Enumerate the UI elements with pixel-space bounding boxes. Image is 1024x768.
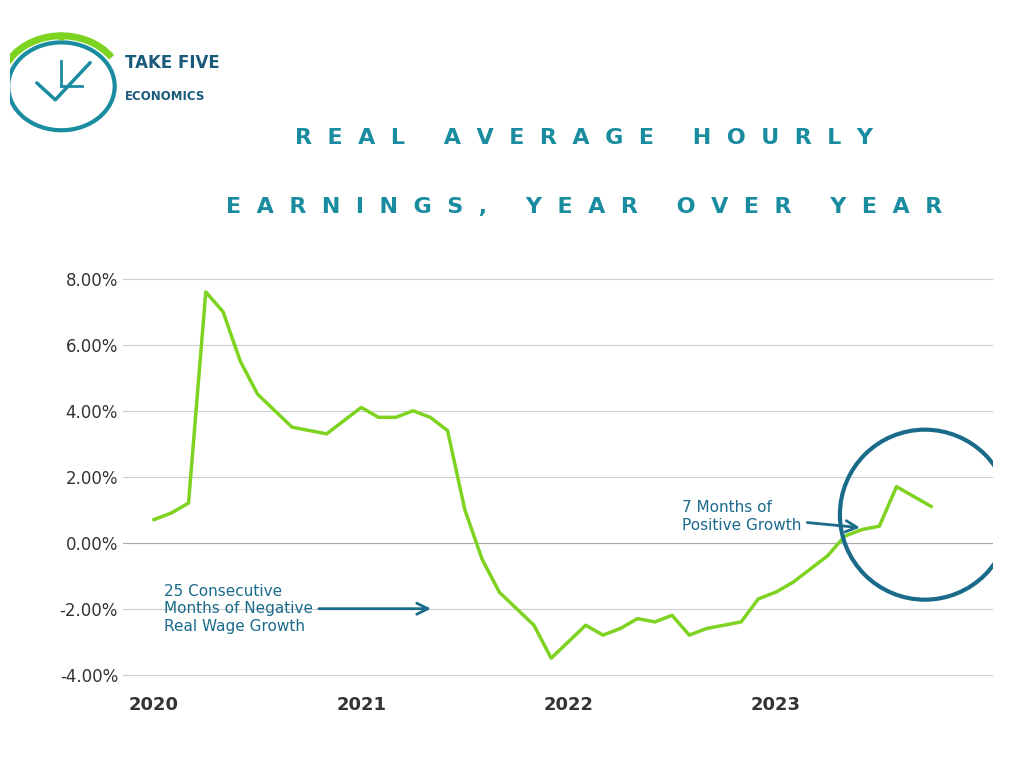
Text: E  A  R  N  I  N  G  S  ,     Y  E  A  R     O  V  E  R     Y  E  A  R: E A R N I N G S , Y E A R O V E R Y E A … [225,197,942,217]
Text: 7 Months of
Positive Growth: 7 Months of Positive Growth [682,500,857,532]
Text: 25 Consecutive
Months of Negative
Real Wage Growth: 25 Consecutive Months of Negative Real W… [164,584,428,634]
Text: TAKE FIVE: TAKE FIVE [125,54,220,71]
Text: R  E  A  L     A  V  E  R  A  G  E     H  O  U  R  L  Y: R E A L A V E R A G E H O U R L Y [295,128,872,148]
Text: ECONOMICS: ECONOMICS [125,90,205,103]
